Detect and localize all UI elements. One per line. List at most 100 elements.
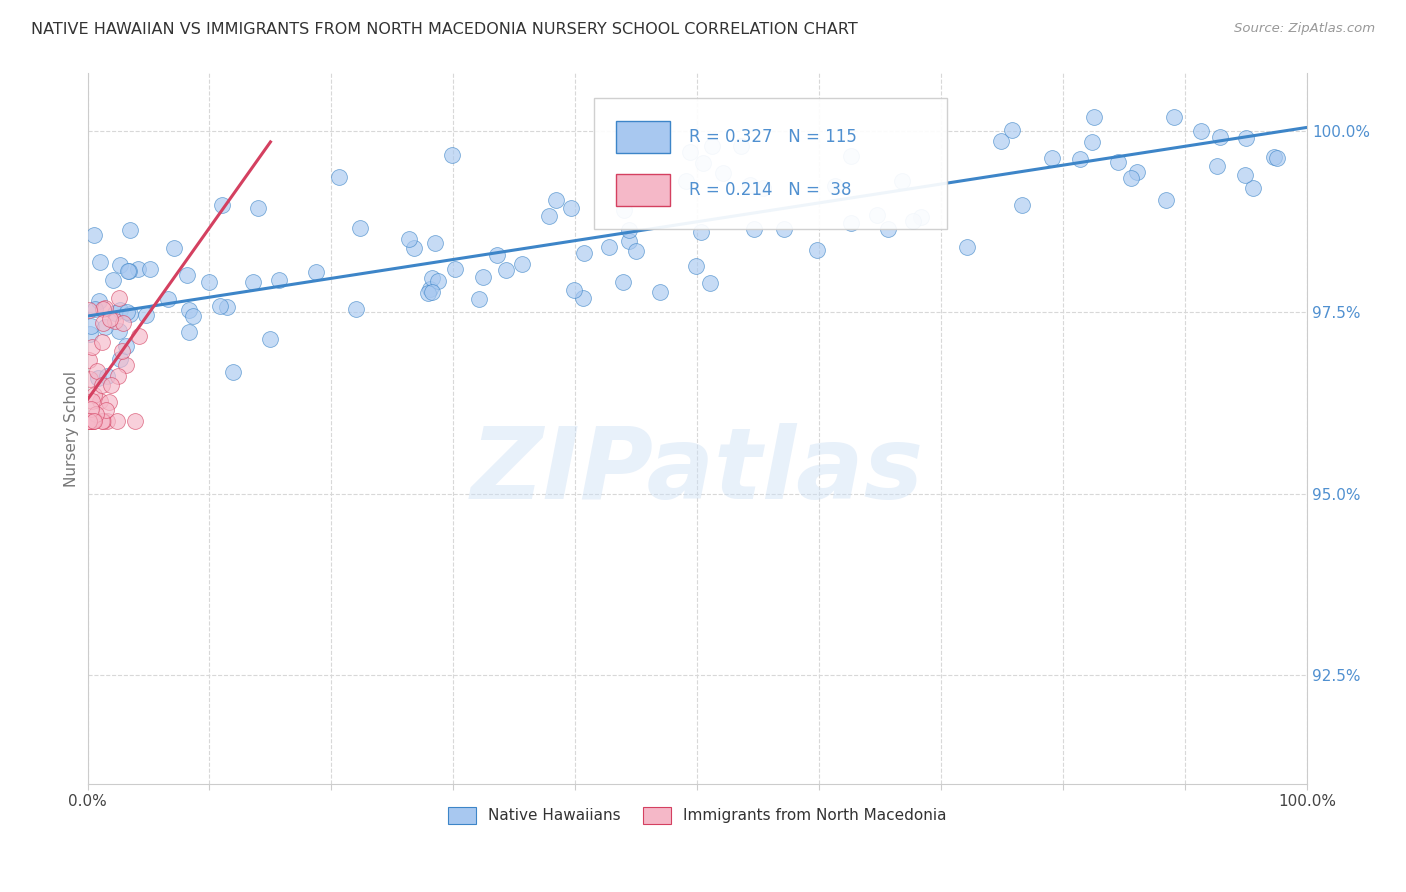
Point bbox=[425, 236, 447, 251]
Point bbox=[83, 228, 105, 243]
Point bbox=[117, 264, 139, 278]
Point bbox=[806, 243, 828, 257]
Point bbox=[89, 255, 111, 269]
Point bbox=[675, 174, 697, 188]
Point bbox=[1208, 129, 1230, 144]
Point bbox=[93, 301, 115, 315]
Point bbox=[1263, 151, 1285, 165]
Point bbox=[990, 135, 1012, 149]
Point bbox=[877, 221, 900, 235]
Point bbox=[90, 377, 112, 392]
Point bbox=[839, 149, 862, 163]
Point bbox=[100, 378, 122, 392]
Point bbox=[94, 319, 117, 334]
Text: NATIVE HAWAIIAN VS IMMIGRANTS FROM NORTH MACEDONIA NURSERY SCHOOL CORRELATION CH: NATIVE HAWAIIAN VS IMMIGRANTS FROM NORTH… bbox=[31, 22, 858, 37]
Point bbox=[107, 291, 129, 305]
Point bbox=[91, 335, 114, 350]
Point bbox=[90, 414, 112, 428]
Point bbox=[77, 352, 100, 367]
Point bbox=[211, 198, 233, 212]
Point bbox=[692, 156, 714, 170]
Point bbox=[104, 314, 127, 328]
Point bbox=[96, 369, 118, 384]
Point bbox=[89, 393, 111, 408]
Point bbox=[538, 210, 561, 224]
Point bbox=[1154, 194, 1177, 208]
Point bbox=[115, 358, 138, 372]
Point bbox=[468, 292, 491, 306]
Point bbox=[83, 388, 105, 402]
Point bbox=[134, 308, 156, 322]
Point bbox=[571, 291, 593, 305]
Point bbox=[730, 139, 752, 153]
Point bbox=[839, 216, 862, 230]
Point bbox=[685, 259, 707, 273]
Point bbox=[79, 372, 101, 386]
Point bbox=[1265, 152, 1288, 166]
Point bbox=[269, 273, 291, 287]
Point bbox=[82, 340, 104, 354]
Point bbox=[108, 324, 131, 338]
Point bbox=[163, 241, 186, 255]
Point bbox=[560, 201, 582, 215]
Point bbox=[689, 225, 711, 239]
Text: ZIPatlas: ZIPatlas bbox=[471, 423, 924, 520]
Point bbox=[82, 414, 104, 428]
Point bbox=[108, 302, 131, 317]
Point bbox=[305, 265, 328, 279]
Point bbox=[77, 414, 100, 428]
Point bbox=[105, 414, 128, 428]
Point bbox=[124, 414, 146, 428]
Point bbox=[94, 403, 117, 417]
Point bbox=[86, 364, 108, 378]
Point bbox=[110, 343, 132, 358]
Point bbox=[624, 244, 647, 258]
Point bbox=[1234, 131, 1257, 145]
Point bbox=[118, 308, 141, 322]
Point bbox=[107, 368, 129, 383]
Point bbox=[744, 222, 766, 236]
Point bbox=[1069, 152, 1091, 166]
Point bbox=[181, 310, 204, 324]
Point bbox=[179, 325, 201, 339]
Point bbox=[80, 402, 103, 417]
Point bbox=[128, 329, 150, 343]
Point bbox=[97, 395, 120, 409]
Point bbox=[471, 270, 494, 285]
Point bbox=[420, 271, 443, 285]
Point bbox=[679, 145, 702, 160]
Point bbox=[104, 305, 127, 319]
Point bbox=[699, 277, 721, 291]
Point bbox=[344, 301, 367, 316]
Point bbox=[1040, 151, 1063, 165]
Point bbox=[139, 262, 162, 277]
Point bbox=[118, 223, 141, 237]
Point bbox=[77, 414, 100, 428]
Point bbox=[108, 258, 131, 272]
Point bbox=[404, 240, 426, 254]
Point bbox=[738, 178, 761, 193]
Point bbox=[242, 275, 264, 289]
Point bbox=[96, 414, 118, 428]
Point bbox=[612, 275, 634, 289]
Point bbox=[79, 326, 101, 341]
Point bbox=[80, 319, 103, 334]
Point bbox=[77, 414, 100, 428]
Point bbox=[398, 232, 420, 246]
Point bbox=[751, 180, 773, 194]
Point bbox=[419, 282, 441, 296]
Point bbox=[1011, 197, 1033, 211]
Point bbox=[91, 316, 114, 330]
Y-axis label: Nursery School: Nursery School bbox=[65, 370, 79, 486]
Point bbox=[1081, 136, 1104, 150]
Point bbox=[80, 414, 103, 428]
Point bbox=[495, 262, 517, 277]
Bar bbox=[616, 174, 671, 206]
Point bbox=[711, 166, 734, 180]
Point bbox=[824, 178, 846, 193]
Point bbox=[82, 414, 104, 428]
Point bbox=[891, 174, 914, 188]
Point bbox=[91, 414, 114, 428]
Point bbox=[115, 304, 138, 318]
Point bbox=[328, 169, 350, 184]
